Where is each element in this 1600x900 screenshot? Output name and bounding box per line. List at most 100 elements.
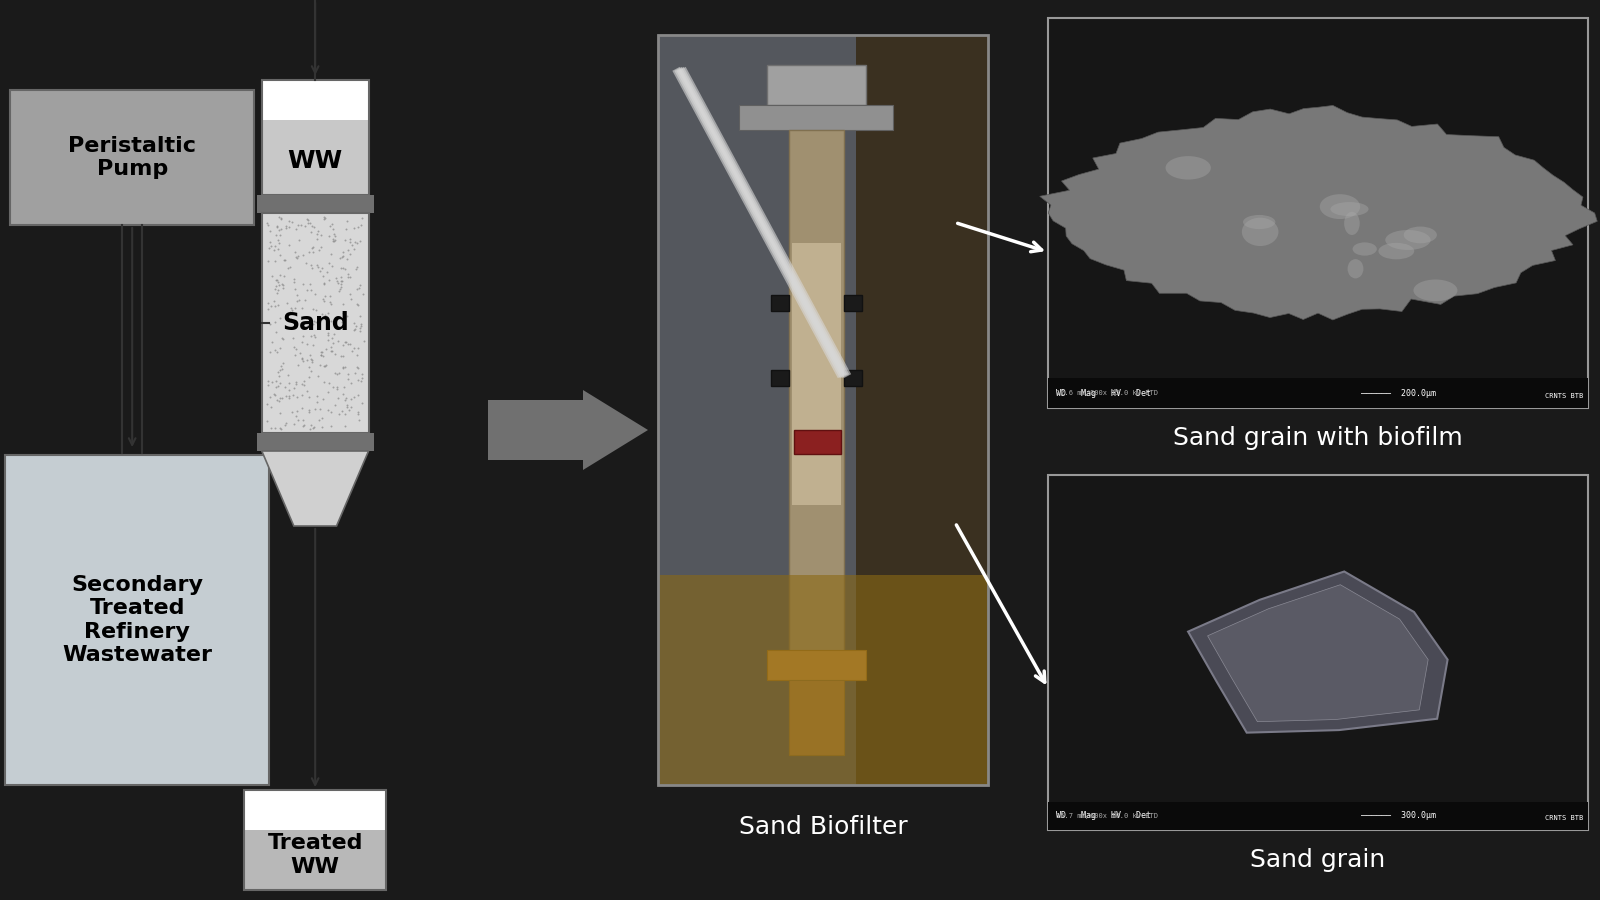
Point: [282, 320, 307, 334]
Point: [323, 230, 349, 244]
Point: [269, 222, 294, 237]
Point: [266, 242, 291, 256]
Point: [306, 243, 331, 257]
Point: [317, 289, 342, 303]
Bar: [843, 295, 862, 311]
Point: [344, 359, 370, 374]
Point: [330, 261, 355, 275]
Point: [275, 261, 301, 275]
Point: [299, 257, 325, 272]
Point: [328, 261, 354, 275]
Point: [318, 405, 344, 419]
Point: [264, 286, 290, 301]
Point: [314, 358, 339, 373]
Point: [302, 315, 328, 329]
Point: [296, 213, 322, 228]
Polygon shape: [262, 451, 368, 526]
Point: [334, 337, 360, 351]
Point: [270, 356, 296, 370]
Point: [333, 335, 358, 349]
Point: [290, 418, 315, 433]
Point: [296, 360, 322, 374]
Point: [346, 298, 371, 312]
Point: [285, 287, 310, 302]
Point: [323, 380, 349, 394]
Point: [336, 231, 362, 246]
Point: [310, 348, 336, 363]
Point: [254, 216, 280, 230]
Point: [259, 374, 285, 389]
Point: [347, 309, 373, 323]
Point: [270, 332, 296, 347]
Point: [301, 328, 326, 342]
Text: Peristaltic
Pump: Peristaltic Pump: [69, 136, 197, 179]
Point: [283, 377, 309, 392]
Point: [291, 277, 317, 292]
Point: [301, 302, 326, 316]
Point: [299, 355, 325, 369]
Point: [330, 318, 355, 332]
Point: [318, 344, 344, 358]
Bar: [766, 650, 866, 680]
Point: [302, 401, 328, 416]
Point: [330, 306, 355, 320]
Point: [333, 360, 358, 374]
Point: [315, 326, 341, 340]
Point: [264, 273, 290, 287]
Point: [328, 270, 354, 284]
Point: [334, 372, 360, 386]
Point: [270, 278, 296, 293]
Point: [317, 295, 342, 310]
Point: [286, 233, 312, 248]
Bar: [1048, 802, 1587, 830]
Point: [298, 276, 323, 291]
Point: [322, 365, 347, 380]
Point: [267, 228, 293, 242]
Ellipse shape: [1386, 230, 1430, 250]
Point: [328, 274, 354, 288]
Point: [299, 260, 325, 274]
Point: [302, 329, 328, 344]
Point: [258, 317, 283, 331]
Point: [269, 212, 294, 226]
Bar: [488, 400, 582, 460]
Point: [283, 341, 309, 356]
Point: [283, 221, 309, 236]
Point: [331, 361, 357, 375]
Point: [309, 307, 334, 321]
Point: [346, 407, 371, 421]
Point: [312, 308, 338, 322]
Point: [325, 276, 350, 291]
Point: [318, 339, 344, 354]
Point: [338, 375, 363, 390]
Point: [301, 420, 326, 435]
Point: [272, 416, 298, 430]
Point: [264, 374, 290, 388]
Bar: [1048, 475, 1587, 830]
Point: [338, 287, 363, 302]
Point: [304, 395, 330, 410]
Point: [277, 391, 302, 405]
Point: [278, 215, 304, 230]
Point: [342, 341, 368, 356]
Point: [326, 365, 352, 380]
Point: [262, 279, 288, 293]
Point: [346, 373, 371, 387]
Point: [330, 338, 355, 353]
Point: [344, 262, 370, 276]
Point: [290, 401, 315, 416]
Point: [350, 367, 376, 382]
Point: [307, 347, 333, 362]
Bar: [243, 790, 386, 890]
Point: [334, 214, 360, 229]
Point: [325, 334, 350, 348]
Point: [254, 397, 280, 411]
Point: [291, 329, 317, 344]
Point: [290, 352, 315, 366]
Ellipse shape: [1331, 202, 1368, 216]
Point: [294, 216, 320, 230]
Point: [259, 335, 285, 349]
Point: [350, 286, 376, 301]
Ellipse shape: [1413, 280, 1458, 302]
Point: [270, 253, 296, 267]
